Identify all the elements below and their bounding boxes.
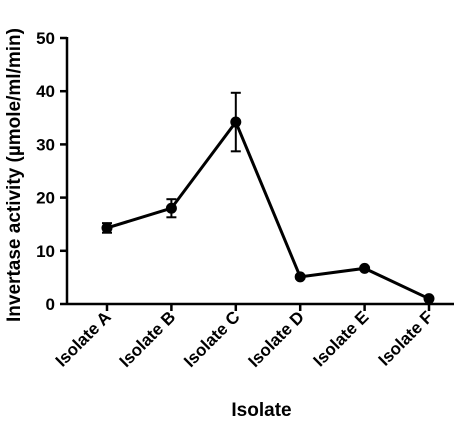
x-axis-title: Isolate [231,400,291,421]
y-axis: 0 10 20 30 40 50 [36,29,69,314]
y-tick-label: 50 [36,29,55,48]
y-tick-label: 30 [36,135,55,154]
x-tick-label: Isolate B [116,307,180,371]
data-point [165,202,177,214]
x-tick-label: Isolate E [310,307,373,370]
series-line [106,119,430,301]
data-point [359,262,371,274]
data-point [230,116,242,128]
x-ticks: Isolate A Isolate B Isolate C Isolate D Isol… [52,304,437,371]
x-tick-label: Isolate D [244,307,308,371]
y-tick-label: 10 [36,242,55,261]
y-ticks: 0 10 20 30 40 50 [36,29,67,314]
x-axis: Isolate A Isolate B Isolate C Isolate D Isol… [52,302,454,371]
data-point [294,271,306,283]
y-tick-label: 20 [36,189,55,208]
x-tick-label: Isolate F [375,307,437,369]
y-axis-title: Invertase activity (µmole/ml/min) [4,28,25,322]
y-tick-label: 0 [46,295,55,314]
y-tick-label: 40 [36,82,55,101]
x-tick-label: Isolate C [180,307,244,371]
data-point [423,293,435,305]
data-point [101,222,113,234]
data-series [101,91,435,305]
x-tick-label: Isolate A [52,307,115,370]
